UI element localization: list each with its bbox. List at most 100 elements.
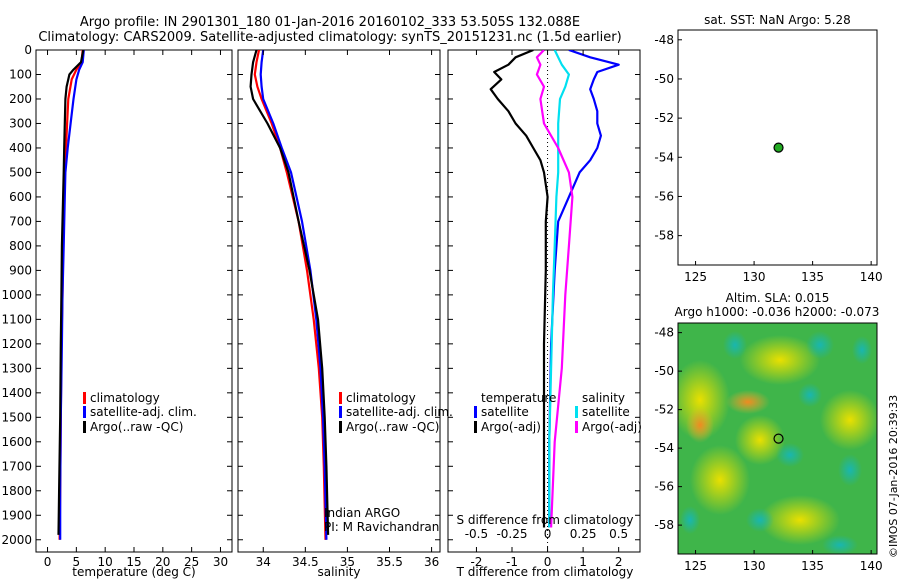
x-tick-label: 34	[256, 555, 271, 569]
map-y-tick-label: -58	[654, 518, 674, 532]
sal-legend-item-argo: Argo(..raw -QC)	[346, 420, 440, 434]
y-tick-label: 700	[9, 214, 32, 228]
diff-legend-title-salinity: salinity	[582, 391, 626, 405]
map-y-tick-label: -56	[654, 480, 674, 494]
y-tick-label: 1400	[1, 386, 32, 400]
y-tick-label: 200	[9, 92, 32, 106]
y-tick-label: 2000	[1, 533, 32, 547]
sla-heatmap	[678, 323, 877, 554]
sla-map-frame	[677, 322, 878, 555]
difference-xlabel: T difference from climatology	[456, 565, 634, 579]
sla-map-title: Altim. SLA: 0.015	[725, 291, 830, 305]
map-x-tick-label: 125	[684, 559, 707, 573]
y-tick-label: 1100	[1, 312, 32, 326]
map-x-tick-label: 135	[801, 559, 824, 573]
series-line-argo-raw-qc-	[249, 50, 330, 535]
y-tick-label: 600	[9, 190, 32, 204]
y-tick-label: 1800	[1, 484, 32, 498]
x-tick-label: 0	[544, 555, 552, 569]
x-tick-label: 25	[184, 555, 199, 569]
argo-location-marker	[773, 142, 784, 153]
y-tick-label: 100	[9, 67, 32, 81]
y-tick-label: 1000	[1, 288, 32, 302]
difference-xlabel-top: S difference from climatology	[456, 513, 634, 527]
map-x-tick-label: 140	[860, 270, 883, 284]
imos-watermark: ©IMOS 07-Jan-2016 20:39:33	[887, 394, 900, 558]
series-line-t-satellite	[548, 50, 620, 528]
y-tick-label: 400	[9, 141, 32, 155]
legend-swatch	[575, 406, 578, 418]
salinity-annotation-2: PI: M Ravichandran	[324, 520, 440, 534]
series-line-climatology	[253, 50, 327, 540]
y-tick-label: 1700	[1, 459, 32, 473]
x-tick-label: 10	[98, 555, 113, 569]
map-y-tick-label: -56	[654, 189, 674, 203]
legend-swatch	[474, 421, 477, 433]
series-line-argo-raw-qc-	[57, 50, 85, 535]
temp-legend-item-argo: Argo(..raw -QC)	[90, 420, 184, 434]
x-tick-label: 5	[73, 555, 81, 569]
x-tick-label: 0	[44, 555, 52, 569]
legend-swatch	[83, 421, 86, 433]
legend-swatch	[474, 406, 477, 418]
series-line-t-argo-adj-	[489, 50, 549, 528]
x-tick-label: -1	[506, 555, 518, 569]
legend-swatch	[339, 392, 342, 404]
sal-legend-item-satellite: satellite-adj. clim.	[346, 405, 453, 419]
map-x-tick-label: 130	[743, 559, 766, 573]
x-tick-label: 34.5	[292, 555, 319, 569]
x-tick-label: -2	[470, 555, 482, 569]
map-y-tick-label: -48	[654, 33, 674, 47]
map-y-tick-label: -50	[654, 364, 674, 378]
legend-swatch	[83, 392, 86, 404]
salinity-annotation-1: Indian ARGO	[324, 506, 401, 520]
legend-swatch	[339, 421, 342, 433]
y-tick-label: 1900	[1, 508, 32, 522]
map-x-tick-label: 130	[743, 270, 766, 284]
map-y-tick-label: -52	[654, 403, 674, 417]
temp-legend-item-climatology: climatology	[90, 391, 160, 405]
salinity-panel-frame	[237, 49, 441, 553]
legend-swatch	[575, 421, 578, 433]
y-tick-label: 1200	[1, 337, 32, 351]
y-tick-label: 900	[9, 263, 32, 277]
x-tick-label-top: -0.25	[496, 527, 527, 541]
diff-legend-t-satellite: satellite	[481, 405, 529, 419]
map-x-tick-label: 125	[684, 270, 707, 284]
sal-legend-item-climatology: climatology	[346, 391, 416, 405]
y-tick-label: 0	[24, 43, 32, 57]
x-tick-label: 20	[155, 555, 170, 569]
y-tick-label: 1600	[1, 435, 32, 449]
legend-swatch	[339, 406, 342, 418]
map-x-tick-label: 140	[860, 559, 883, 573]
series-line-s-argo-adj-	[535, 50, 574, 528]
sst-map-title: sat. SST: NaN Argo: 5.28	[704, 13, 851, 27]
diff-legend-s-satellite: satellite	[582, 405, 630, 419]
legend-swatch	[83, 406, 86, 418]
temperature-xlabel: temperature (deg C)	[72, 565, 196, 579]
x-tick-label: 35	[340, 555, 355, 569]
x-tick-label-top: 0	[544, 527, 552, 541]
map-x-tick-label: 135	[801, 270, 824, 284]
sst-map-frame	[677, 29, 878, 266]
y-tick-label: 800	[9, 239, 32, 253]
map-y-tick-label: -50	[654, 72, 674, 86]
y-tick-label: 500	[9, 165, 32, 179]
x-tick-label: 30	[213, 555, 228, 569]
y-tick-label: 1500	[1, 410, 32, 424]
header-line-2: Climatology: CARS2009. Satellite-adjuste…	[38, 30, 622, 45]
map-y-tick-label: -54	[654, 150, 674, 164]
x-tick-label: 35.5	[376, 555, 403, 569]
diff-legend-title-temperature: temperature	[481, 391, 557, 405]
x-tick-label-top: -0.5	[465, 527, 488, 541]
header-line-1: Argo profile: IN 2901301_180 01-Jan-2016…	[79, 15, 581, 30]
x-tick-label: 36	[424, 555, 439, 569]
map-y-tick-label: -48	[654, 326, 674, 340]
diff-legend-t-argo: Argo(-adj)	[481, 420, 541, 434]
map-y-tick-label: -54	[654, 441, 674, 455]
x-tick-label-top: 0.25	[570, 527, 597, 541]
map-y-tick-label: -58	[654, 229, 674, 243]
y-tick-label: 1300	[1, 361, 32, 375]
salinity-xlabel: salinity	[317, 565, 361, 579]
x-tick-label: 2	[615, 555, 623, 569]
